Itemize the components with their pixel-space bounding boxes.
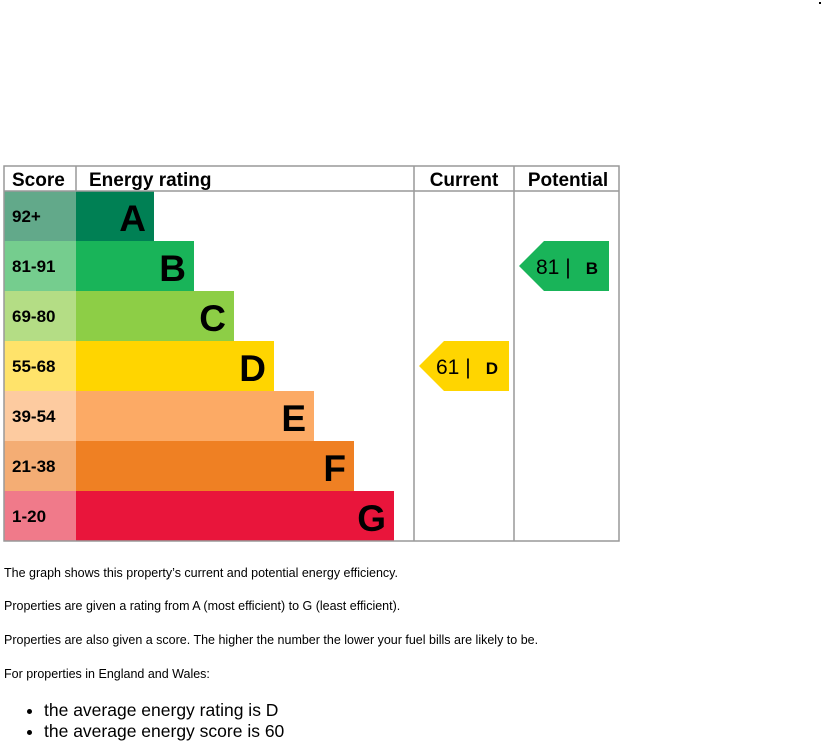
score-cell-C <box>4 291 76 341</box>
description-graph: The graph shows this property’s current … <box>4 566 398 580</box>
rating-bar-G <box>76 491 394 541</box>
score-range-G: 1-20 <box>12 507 46 526</box>
average-rating-item: the average energy rating is D <box>44 700 284 721</box>
header-score: Score <box>12 170 65 191</box>
score-range-A: 92+ <box>12 207 41 226</box>
energy-rating-chart: 92+ A 81-91 B 69-80 C 55-68 D 39-54 E 21-38 F 1-20 G S… <box>3 165 620 542</box>
rating-letter-A: A <box>119 198 146 239</box>
rating-letter-G: G <box>357 498 386 539</box>
score-cell-B <box>4 241 76 291</box>
score-range-D: 55-68 <box>12 357 55 376</box>
score-range-B: 81-91 <box>12 257 55 276</box>
current-band-label: D <box>486 359 498 378</box>
averages-list: the average energy rating is D the avera… <box>0 700 284 742</box>
rating-letter-D: D <box>239 348 266 389</box>
header-potential: Potential <box>528 170 608 191</box>
stray-dot <box>819 2 821 4</box>
rating-letter-F: F <box>323 448 346 489</box>
rating-bar-A <box>76 191 154 241</box>
potential-score-label: 81 | <box>536 256 571 279</box>
current-rating-arrow <box>419 341 509 391</box>
current-score-label: 61 | <box>436 356 471 379</box>
score-cell-E <box>4 391 76 441</box>
rating-bar-E <box>76 391 314 441</box>
score-cell-D <box>4 341 76 391</box>
score-range-C: 69-80 <box>12 307 55 326</box>
potential-rating-arrow <box>519 241 609 291</box>
rating-bar-B <box>76 241 194 291</box>
score-range-E: 39-54 <box>12 407 56 426</box>
description-score: Properties are also given a score. The h… <box>4 633 539 647</box>
header-current: Current <box>430 170 499 191</box>
table-border <box>3 165 620 542</box>
score-cell-A <box>4 191 76 241</box>
score-range-F: 21-38 <box>12 457 55 476</box>
rating-bar-C <box>76 291 234 341</box>
average-score-item: the average energy score is 60 <box>44 721 284 742</box>
rating-bar-F <box>76 441 354 491</box>
header-energy-rating: Energy rating <box>89 170 211 191</box>
rating-letter-C: C <box>199 298 226 339</box>
description-region: For properties in England and Wales: <box>4 667 210 681</box>
rating-letter-E: E <box>281 398 306 439</box>
rating-letter-B: B <box>159 248 186 289</box>
score-cell-F <box>4 441 76 491</box>
description-ratings: Properties are given a rating from A (mo… <box>4 599 401 613</box>
rating-bar-D <box>76 341 274 391</box>
score-cell-G <box>4 491 76 541</box>
potential-band-label: B <box>586 259 598 278</box>
